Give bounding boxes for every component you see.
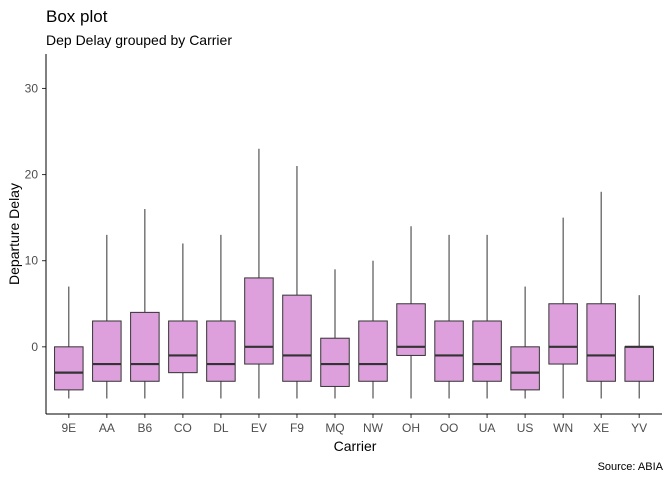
box-YV — [624, 295, 654, 399]
x-tick-label: CO — [174, 421, 192, 435]
box-XE — [586, 191, 616, 399]
box-UA — [472, 234, 502, 399]
x-tick-label: XE — [593, 421, 609, 435]
x-tick-label: EV — [251, 421, 267, 435]
box-B6 — [130, 209, 160, 399]
box-rect — [244, 277, 274, 365]
x-tick-label: OO — [440, 421, 459, 435]
chart-title: Box plot — [46, 7, 108, 26]
box-rect — [472, 320, 502, 382]
x-axis-title: Carrier — [334, 438, 377, 454]
box-rect — [358, 320, 388, 382]
x-tick-label: WN — [553, 421, 573, 435]
box-MQ — [320, 269, 350, 399]
x-tick-label: AA — [99, 421, 115, 435]
box-OH — [396, 226, 426, 399]
x-tick-label: F9 — [290, 421, 304, 435]
chart-subtitle: Dep Delay grouped by Carrier — [46, 32, 232, 48]
box-rect — [624, 346, 654, 382]
x-tick-label: NW — [363, 421, 384, 435]
box-F9 — [282, 165, 312, 399]
box-rect — [434, 320, 464, 382]
y-tick-label: 10 — [25, 254, 39, 268]
box-rect — [168, 320, 198, 374]
box-rect — [282, 294, 312, 382]
x-tick-label: YV — [631, 421, 647, 435]
y-tick-label: 20 — [25, 168, 39, 182]
box-US — [510, 286, 540, 399]
box-EV — [244, 148, 274, 399]
box-rect — [548, 303, 578, 365]
x-tick-label: US — [517, 421, 534, 435]
box-9E — [54, 286, 84, 399]
box-rect — [130, 311, 160, 382]
y-tick-label: 30 — [25, 81, 39, 95]
y-axis-title: Departure Delay — [6, 183, 22, 285]
box-rect — [206, 320, 236, 382]
box-rect — [510, 346, 540, 391]
y-tick-label: 0 — [31, 340, 38, 354]
box-AA — [92, 234, 122, 399]
box-WN — [548, 217, 578, 399]
box-DL — [206, 234, 236, 399]
plot-area: 0 10 20 30 9E AA B6 CO DL EV F9 MQ NW OH OO UA US WN XE YV — [25, 81, 654, 435]
x-tick-label: B6 — [138, 421, 153, 435]
box-OO — [434, 234, 464, 399]
x-tick-label: 9E — [61, 421, 76, 435]
box-CO — [168, 243, 198, 399]
chart-caption: Source: ABIA — [598, 461, 664, 473]
box-rect — [54, 346, 84, 391]
x-tick-label: OH — [402, 421, 420, 435]
x-tick-label: UA — [479, 421, 496, 435]
box-rect — [320, 337, 350, 387]
x-tick-label: DL — [213, 421, 229, 435]
x-tick-label: MQ — [325, 421, 344, 435]
box-rect — [586, 303, 616, 382]
box-rect — [92, 320, 122, 382]
box-NW — [358, 260, 388, 399]
